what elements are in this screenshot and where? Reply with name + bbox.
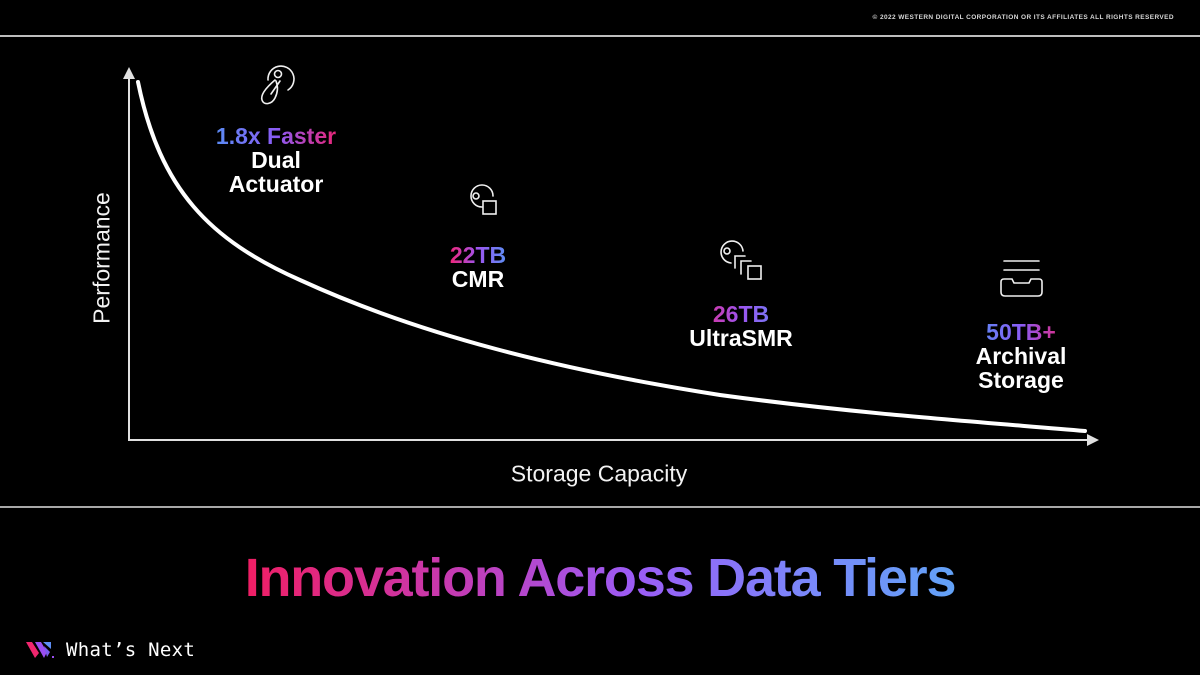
y-axis-arrow-icon <box>123 67 135 79</box>
top-divider <box>0 35 1200 37</box>
tier-highlight: 26TB <box>689 302 793 326</box>
ultrasmr-disk-icon <box>720 240 762 280</box>
bottom-divider <box>0 506 1200 508</box>
tier-label-line: UltraSMR <box>689 325 793 351</box>
y-axis-label: Performance <box>88 192 115 324</box>
performance-curve <box>136 80 1087 433</box>
tier-label-line: Actuator <box>228 171 324 197</box>
x-axis-arrow-icon <box>1087 434 1099 446</box>
tier-label-line: Dual <box>251 147 301 173</box>
tier-label-line: Archival <box>975 343 1067 369</box>
brand-tagline: What’s Next <box>66 639 196 661</box>
tier-label-line: Storage <box>978 367 1064 393</box>
archival-tray-icon <box>1000 260 1043 297</box>
copyright-notice: © 2022 WESTERN DIGITAL CORPORATION OR IT… <box>872 14 1174 21</box>
slide-title: Innovation Across Data Tiers <box>244 548 957 608</box>
brand-footer: What’s Next <box>26 639 195 661</box>
tier-highlight: 22TB <box>449 242 507 268</box>
cmr-disk-icon <box>470 184 497 215</box>
tier-label-line: CMR <box>451 266 505 292</box>
performance-capacity-chart <box>123 65 1099 446</box>
tier-highlight: 50TB+ <box>976 320 1067 344</box>
western-digital-logo-icon <box>26 642 54 658</box>
tier-archival-storage: 50TB+ Archival Storage <box>976 320 1067 392</box>
x-axis-label: Storage Capacity <box>510 460 688 487</box>
tier-ultrasmr: 26TB UltraSMR <box>689 302 793 350</box>
dual-actuator-disk-icon <box>260 65 295 105</box>
tier-cmr: 22TB CMR <box>450 243 506 291</box>
tier-highlight: 1.8x Faster <box>215 123 337 149</box>
tier-dual-actuator: 1.8x Faster Dual Actuator <box>216 124 336 196</box>
